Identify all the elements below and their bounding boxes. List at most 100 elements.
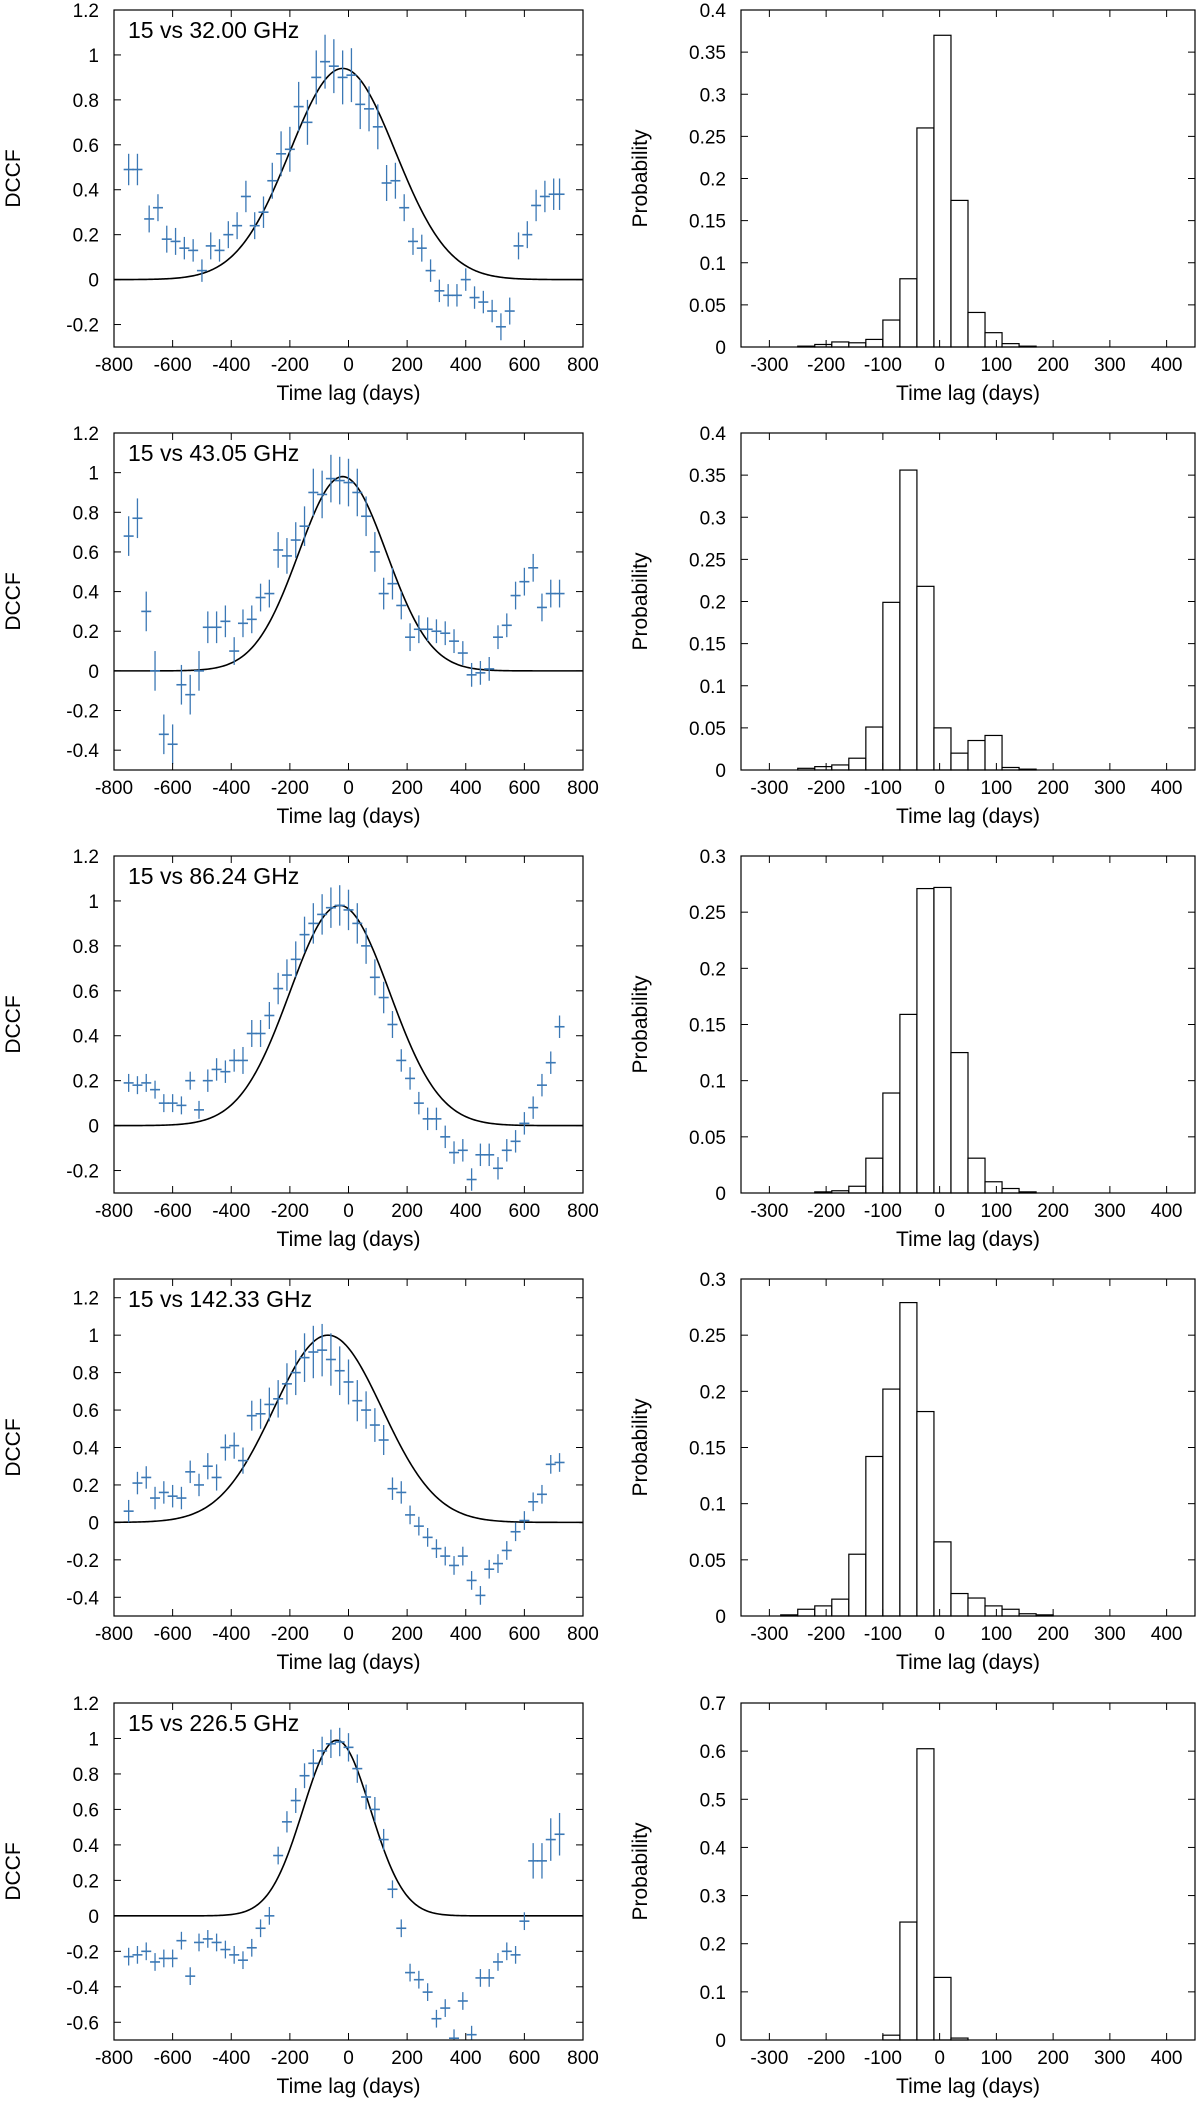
dccf-point <box>281 1811 292 1833</box>
y-tick-label: 1.2 <box>73 1289 99 1310</box>
x-tick-label: 600 <box>509 1624 541 1645</box>
dccf-point <box>194 1933 205 1952</box>
x-tick-label: -300 <box>750 1201 788 1222</box>
y-tick-label: 1.2 <box>73 1694 99 1715</box>
x-tick-label: -800 <box>95 355 133 376</box>
dccf-point <box>220 1434 231 1461</box>
y-tick-label: 0.6 <box>73 1800 99 1821</box>
x-tick-label: 0 <box>343 778 354 799</box>
dccf-point <box>554 1015 565 1038</box>
dccf-point <box>501 1139 512 1162</box>
y-tick-label: 0.35 <box>689 466 726 487</box>
dccf-point <box>334 1727 345 1757</box>
dccf-point <box>132 153 143 186</box>
y-tick-label: 0.05 <box>689 296 726 317</box>
y-tick-label: 0.1 <box>700 1495 726 1516</box>
dccf-point <box>422 617 433 642</box>
plot-content <box>114 34 583 341</box>
y-tick-label: 0.2 <box>73 1072 99 1093</box>
dccf-point <box>343 458 354 507</box>
plot-frame <box>740 432 1196 771</box>
histogram-panel-3: -300 -200 -100 0 100 200 300 400 0 0.05 0.1 0.15 0.2… <box>629 847 1196 1251</box>
y-tick-label: 0.1 <box>700 254 726 275</box>
y-tick-label: -0.6 <box>66 2013 99 2034</box>
dccf-point <box>381 165 392 201</box>
dccf-panel-5: -800 -600 -400 -200 0 200 400 600 800 -0.6 -0.4 -0.… <box>2 1694 599 2098</box>
y-axis-label: DCCF <box>2 572 25 630</box>
y-tick-label: 0.05 <box>689 1551 726 1572</box>
y-axis-label: Probability <box>629 1822 652 1921</box>
histogram-bar <box>950 752 969 771</box>
y-tick-label: 0.4 <box>73 181 100 202</box>
y-tick-label: 0.4 <box>700 1 727 22</box>
dccf-point <box>246 1400 257 1431</box>
x-tick-label: 0 <box>934 2048 945 2069</box>
y-tick-label: 0.3 <box>700 508 726 529</box>
panel-title: 15 vs 226.5 GHz <box>128 1710 299 1736</box>
dccf-point <box>229 1945 240 1964</box>
x-tick-label: 400 <box>450 778 482 799</box>
x-tick-label: 200 <box>391 778 423 799</box>
x-axis-label: Time lag (days) <box>277 2075 421 2098</box>
dccf-point <box>167 724 178 765</box>
dccf-point <box>405 1505 416 1525</box>
dccf-point <box>325 1333 336 1386</box>
histogram-bar <box>916 585 935 771</box>
y-tick-label: -0.4 <box>66 741 99 762</box>
dccf-point <box>284 126 295 172</box>
dccf-point <box>513 232 524 260</box>
dccf-point <box>290 941 301 978</box>
y-tick-label: 0.3 <box>700 1270 726 1291</box>
dccf-point <box>343 1359 354 1405</box>
dccf-point <box>528 1096 539 1119</box>
dccf-point <box>211 1058 222 1081</box>
histogram-bar <box>865 1455 884 1617</box>
dccf-point <box>554 1812 565 1856</box>
histogram-bar <box>1001 1187 1020 1194</box>
dccf-point <box>141 1466 152 1489</box>
panel-title: 15 vs 86.24 GHz <box>128 863 299 889</box>
dccf-point <box>495 313 506 341</box>
x-tick-label: 0 <box>343 1201 354 1222</box>
plot-content <box>114 1323 583 1605</box>
dccf-point <box>158 714 169 755</box>
dccf-point <box>378 1828 389 1851</box>
dccf-point <box>475 660 486 685</box>
dccf-point <box>422 1528 433 1547</box>
dccf-point <box>457 1546 468 1566</box>
x-tick-label: 400 <box>450 1624 482 1645</box>
dccf-point <box>299 1763 310 1789</box>
histogram-bar <box>882 601 901 771</box>
y-axis-label: Probability <box>629 129 652 228</box>
dccf-point <box>369 959 380 996</box>
dccf-point <box>405 623 416 652</box>
dccf-point <box>194 1100 205 1119</box>
dccf-point <box>123 516 134 556</box>
x-tick-label: -100 <box>864 355 902 376</box>
histogram-bar <box>865 726 884 771</box>
x-tick-label: -300 <box>750 778 788 799</box>
dccf-point <box>334 1346 345 1396</box>
dccf-point <box>484 1143 495 1167</box>
dccf-point <box>407 227 418 255</box>
dccf-point <box>158 1094 169 1113</box>
panel-title: 15 vs 32.00 GHz <box>128 17 299 43</box>
y-tick-label: 0.2 <box>73 622 99 643</box>
y-tick-label: 0.3 <box>700 847 726 868</box>
dccf-point <box>308 1749 319 1778</box>
dccf-point <box>531 189 542 222</box>
dccf-point <box>317 470 328 519</box>
dccf-point <box>317 1323 328 1377</box>
x-tick-label: -100 <box>864 1624 902 1645</box>
y-tick-label: 0.8 <box>73 937 99 958</box>
y-tick-label: -0.2 <box>66 1942 99 1963</box>
dccf-point <box>240 180 251 213</box>
gaussian-fit-line <box>114 1334 583 1524</box>
dccf-point <box>264 1002 275 1029</box>
dccf-point <box>536 1843 547 1879</box>
dccf-point <box>361 1784 372 1810</box>
x-tick-label: -600 <box>154 355 192 376</box>
x-tick-label: 200 <box>391 1201 423 1222</box>
y-tick-label: 0.05 <box>689 1128 726 1149</box>
x-tick-label: 600 <box>509 2048 541 2069</box>
